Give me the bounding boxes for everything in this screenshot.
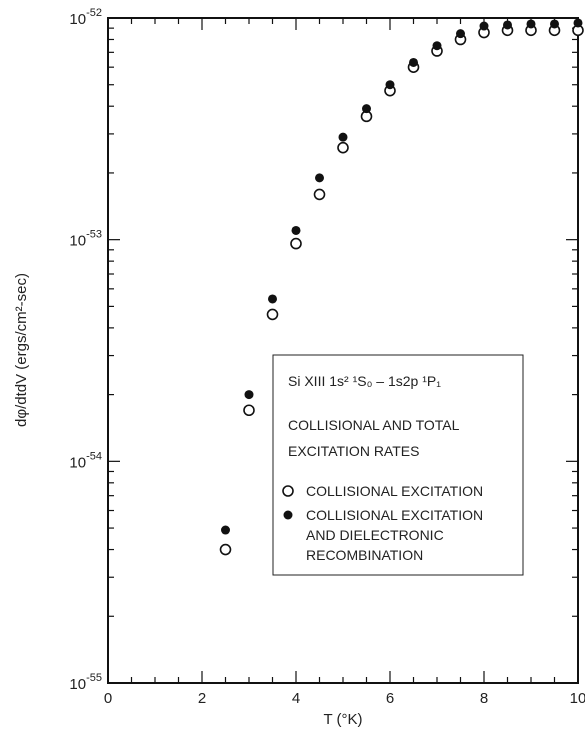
legend-subtitle-2: EXCITATION RATES: [288, 443, 419, 459]
data-points: [219, 18, 584, 556]
legend-series-2-line-3: RECOMBINATION: [306, 547, 423, 563]
legend-title: Si XIII 1s² ¹S₀ – 1s2p ¹P₁: [288, 373, 441, 389]
point-collisional-plus-dielectronic: [315, 173, 324, 183]
y-tick-label: 10-53: [69, 229, 102, 250]
legend-series-2-line-1: COLLISIONAL EXCITATION: [306, 507, 483, 523]
y-tick-labels: 10-52 10-53 10-54 10-55: [69, 7, 102, 693]
x-tick-label: 4: [292, 690, 300, 707]
y-tick-label: 10-55: [69, 672, 102, 693]
point-collisional-plus-dielectronic: [432, 41, 442, 51]
x-tick-label: 6: [386, 690, 394, 707]
x-tick-labels: 0 2 4 6 8 10: [104, 690, 585, 707]
x-axis-label: T (°K): [323, 711, 362, 728]
x-tick-label: 10: [570, 690, 585, 707]
y-tick-label: 10-54: [69, 450, 102, 471]
legend-filled-marker: [283, 510, 293, 520]
point-collisional-plus-dielectronic: [385, 80, 395, 90]
svg-text:dφ/dtdV (ergs/cm²-sec): dφ/dtdV (ergs/cm²-sec): [13, 273, 30, 427]
legend-series-1-label: COLLISIONAL EXCITATION: [306, 483, 483, 499]
legend: Si XIII 1s² ¹S₀ – 1s2p ¹P₁ COLLISIONAL A…: [272, 354, 524, 576]
point-collisional-excitation: [266, 308, 279, 321]
point-collisional-plus-dielectronic: [573, 18, 583, 28]
point-collisional-plus-dielectronic: [291, 225, 301, 235]
x-tick-label: 2: [198, 690, 206, 707]
point-collisional-plus-dielectronic: [409, 57, 418, 67]
legend-open-marker: [282, 485, 294, 497]
point-collisional-plus-dielectronic: [268, 294, 277, 304]
point-collisional-excitation: [219, 543, 232, 556]
axis-ticks: [107, 18, 579, 684]
point-collisional-plus-dielectronic: [456, 29, 465, 39]
legend-series-2-label: COLLISIONAL EXCITATION AND DIELECTRONIC …: [306, 507, 487, 563]
y-axis-label: dφ/dtdV (ergs/cm²-sec): [13, 273, 30, 427]
point-collisional-plus-dielectronic: [244, 390, 254, 400]
point-collisional-plus-dielectronic: [479, 21, 489, 31]
point-collisional-plus-dielectronic: [338, 132, 348, 142]
point-collisional-plus-dielectronic: [503, 20, 512, 30]
legend-box: [272, 354, 524, 576]
legend-series-2-line-2: AND DIELECTRONIC: [306, 527, 444, 543]
x-tick-label: 0: [104, 690, 112, 707]
point-collisional-plus-dielectronic: [362, 104, 371, 114]
point-collisional-excitation: [313, 188, 326, 201]
point-collisional-plus-dielectronic: [526, 19, 536, 29]
x-tick-label: 8: [480, 690, 488, 707]
point-collisional-plus-dielectronic: [221, 525, 230, 535]
y-tick-label: 10-52: [69, 7, 102, 28]
legend-subtitle-1: COLLISIONAL AND TOTAL: [288, 417, 460, 433]
point-collisional-excitation: [337, 141, 349, 154]
point-collisional-excitation: [243, 404, 255, 417]
point-collisional-excitation: [290, 237, 302, 250]
point-collisional-plus-dielectronic: [550, 19, 559, 29]
plot-frame: [107, 17, 579, 684]
